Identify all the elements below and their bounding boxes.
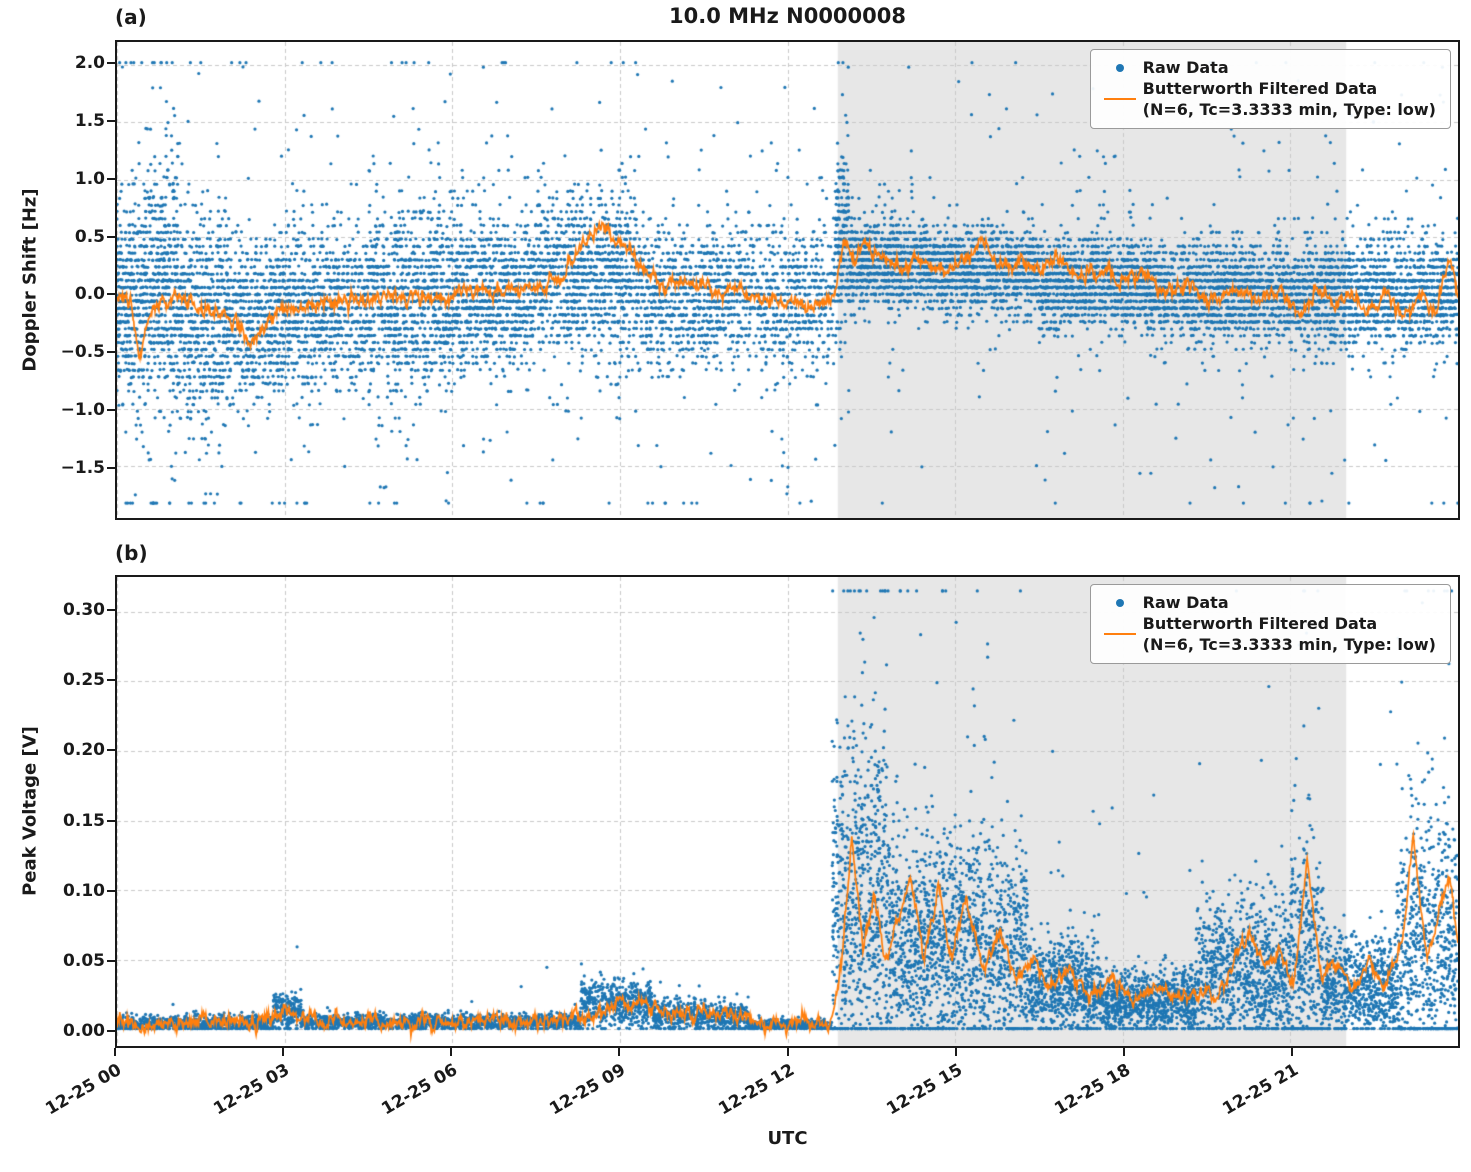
x-tick-mark	[618, 1048, 621, 1056]
x-tick-mark	[114, 1048, 116, 1056]
x-tick-mark	[450, 1048, 453, 1056]
y-tick-label: 0.05	[63, 950, 105, 971]
x-tick-mark	[1290, 1048, 1293, 1056]
legend-raw-row: Raw Data	[1097, 592, 1436, 613]
y-tick-mark	[107, 466, 115, 469]
y-tick-mark	[107, 119, 115, 122]
y-tick-mark	[107, 177, 115, 180]
y-tick-mark	[107, 235, 115, 238]
y-tick-mark	[107, 679, 115, 682]
legend-filtered-line1: Butterworth Filtered Data	[1142, 79, 1378, 98]
raw-data-marker-icon	[1115, 598, 1124, 607]
legend-filtered-line2: (N=6, Tc=3.3333 min, Type: low)	[1142, 635, 1436, 654]
legend-a: Raw Data Butterworth Filtered Data (N=6,…	[1089, 49, 1451, 129]
y-tick-mark	[107, 959, 115, 962]
y-tick-label: 0.10	[63, 880, 105, 901]
legend-raw-label: Raw Data	[1142, 593, 1229, 612]
filtered-data-marker-icon	[1103, 633, 1136, 635]
legend-raw-row: Raw Data	[1097, 57, 1436, 78]
y-tick-mark	[107, 62, 115, 65]
voltage-panel: Raw Data Butterworth Filtered Data (N=6,…	[115, 575, 1460, 1048]
legend-filtered-row: Butterworth Filtered Data (N=6, Tc=3.333…	[1097, 78, 1436, 120]
panel-a-label: (a)	[115, 5, 147, 29]
y-tick-mark	[107, 409, 115, 412]
legend-filtered-line2: (N=6, Tc=3.3333 min, Type: low)	[1142, 100, 1436, 119]
legend-raw-label: Raw Data	[1142, 58, 1229, 77]
y-tick-mark	[107, 889, 115, 892]
y-tick-mark	[107, 351, 115, 354]
y-tick-label: 0.00	[63, 1021, 105, 1042]
x-tick-mark	[1122, 1048, 1125, 1056]
x-tick-mark	[282, 1048, 285, 1056]
doppler-panel: Raw Data Butterworth Filtered Data (N=6,…	[115, 40, 1460, 520]
legend-filtered-label: Butterworth Filtered Data (N=6, Tc=3.333…	[1143, 78, 1436, 120]
y-tick-mark	[107, 1030, 115, 1033]
y-tick-label: 1.0	[74, 168, 105, 189]
filtered-data-marker-icon	[1103, 98, 1136, 100]
y-tick-mark	[107, 609, 115, 612]
y-tick-label: 0.0	[74, 284, 105, 305]
y-tick-mark	[107, 819, 115, 822]
panel-b-label: (b)	[115, 541, 148, 565]
legend-filtered-line1: Butterworth Filtered Data	[1142, 614, 1378, 633]
y-tick-label: 2.0	[74, 53, 105, 74]
legend-b: Raw Data Butterworth Filtered Data (N=6,…	[1089, 584, 1451, 664]
y-tick-label: −0.5	[60, 342, 105, 363]
y-tick-label: 0.5	[74, 226, 105, 247]
x-tick-mark	[786, 1048, 789, 1056]
x-tick-label: 12-25 00	[42, 1060, 125, 1120]
y-tick-label: −1.5	[60, 457, 105, 478]
y-tick-mark	[107, 749, 115, 752]
y-tick-label: 1.5	[74, 110, 105, 131]
y-tick-label: −1.0	[60, 400, 105, 421]
x-tick-mark	[954, 1048, 957, 1056]
y-tick-label: 0.20	[63, 740, 105, 761]
legend-filtered-label: Butterworth Filtered Data (N=6, Tc=3.333…	[1143, 613, 1436, 655]
figure-title: 10.0 MHz N0000008	[669, 4, 906, 28]
utc-axis-label: UTC	[767, 1128, 808, 1149]
y-tick-label: 0.30	[63, 600, 105, 621]
legend-filtered-row: Butterworth Filtered Data (N=6, Tc=3.333…	[1097, 613, 1436, 655]
raw-data-marker-icon	[1115, 63, 1124, 72]
y-tick-label: 0.15	[63, 810, 105, 831]
y-tick-label: 0.25	[63, 670, 105, 691]
y-tick-mark	[107, 293, 115, 296]
